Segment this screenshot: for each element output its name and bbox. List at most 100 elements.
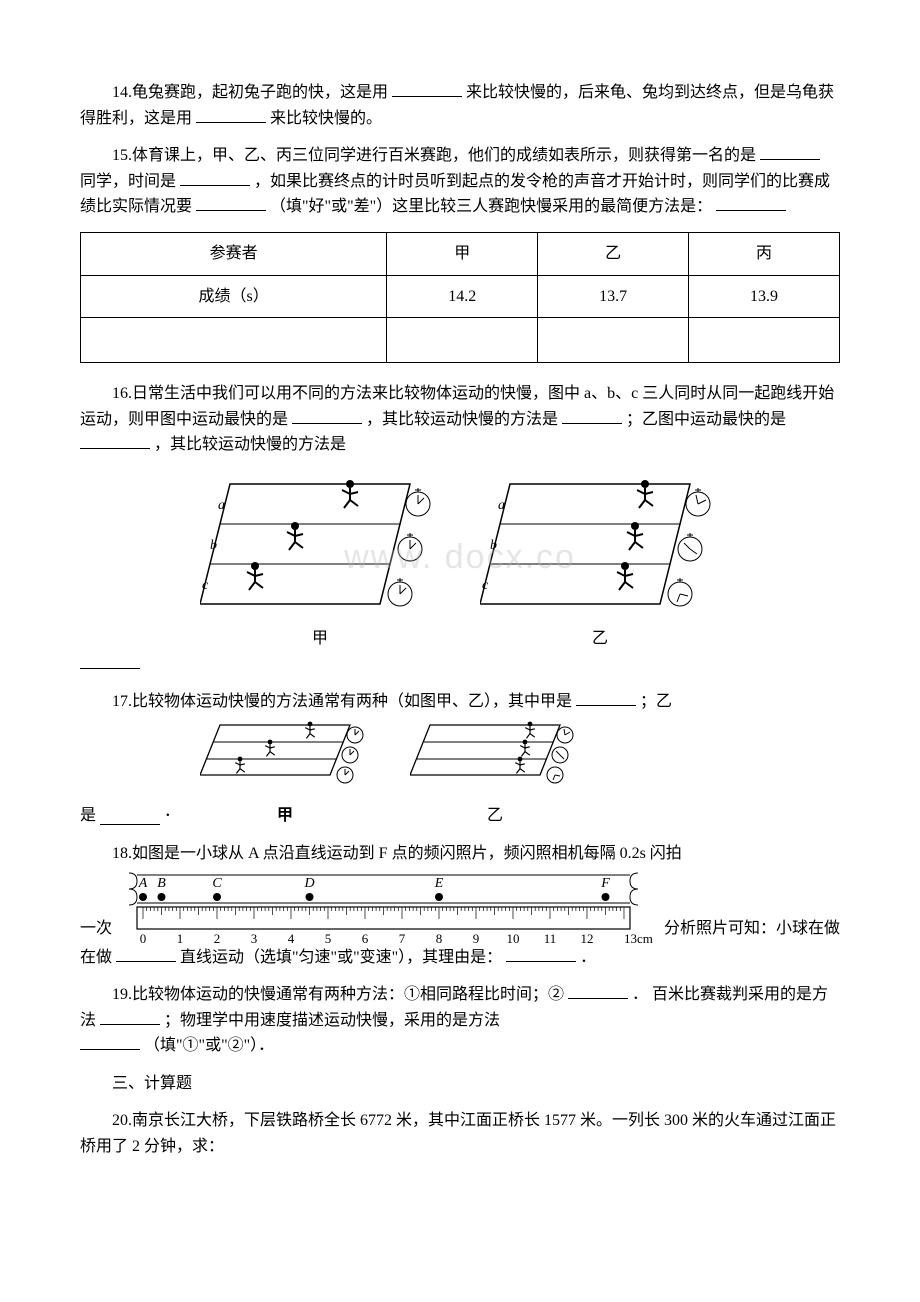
ruler-icon: ABCDEF012345678910111213cm — [118, 867, 658, 945]
table-row: 参赛者 甲 乙 丙 — [81, 232, 840, 275]
svg-text:0: 0 — [140, 930, 147, 944]
q15-table: 参赛者 甲 乙 丙 成绩（s） 14.2 13.7 13.9 — [80, 232, 840, 363]
svg-text:7: 7 — [399, 930, 406, 944]
q16-blank-4 — [80, 652, 140, 669]
q17-blank-1 — [576, 689, 636, 706]
q15-blank-3 — [196, 194, 266, 211]
q14-text-c: 来比较快慢的。 — [270, 110, 382, 127]
q17-blank-2 — [100, 808, 160, 825]
empty-cell — [387, 318, 538, 363]
q16-tail — [80, 652, 840, 678]
svg-text:C: C — [212, 876, 222, 891]
svg-text:1: 1 — [177, 930, 184, 944]
svg-text:12: 12 — [581, 930, 594, 944]
q17-text-b: ；乙 — [640, 693, 672, 710]
q19-text-a: 19.比较物体运动的快慢通常有两种方法：①相同路程比时间；② — [112, 986, 564, 1003]
q15-blank-1 — [760, 143, 820, 160]
svg-text:c: c — [482, 578, 489, 593]
q18-line2: 一次 ABCDEF012345678910111213cm 分析照片可知：小球在… — [80, 867, 840, 945]
svg-text:9: 9 — [473, 930, 479, 944]
q18-line3: 在做 直线运动（选填"匀速"或"变速"），其理由是： ． — [80, 945, 840, 971]
svg-text:D: D — [303, 876, 314, 891]
q16-text-c: ；乙图中运动最快的是 — [626, 411, 786, 428]
q16-blank-1 — [292, 407, 362, 424]
svg-text:c: c — [202, 578, 209, 593]
q15-text-b: 同学，时间是 — [80, 173, 180, 190]
q17-text-d: ． — [164, 799, 180, 825]
q18-text-d: 直线运动（选填"匀速"或"变速"），其理由是： — [180, 949, 502, 966]
q20-text-a: 20.南京长江大桥，下层铁路桥全长 6772 米，其中江面正桥长 1577 米。… — [80, 1112, 836, 1155]
q18-text-e: ． — [580, 949, 596, 966]
q17-line1: 17.比较物体运动快慢的方法通常有两种（如图甲、乙），其中甲是 ；乙 — [80, 689, 840, 715]
svg-text:11: 11 — [544, 930, 557, 944]
q16-fig-jia: a b c 甲 — [200, 462, 440, 652]
q17-text-a: 17.比较物体运动快慢的方法通常有两种（如图甲、乙），其中甲是 — [112, 693, 572, 710]
q16-fig-yi: a b c 乙 — [480, 462, 720, 652]
q18-blank-2 — [506, 945, 576, 962]
row-label: 成绩（s） — [81, 275, 387, 318]
table-row — [81, 318, 840, 363]
svg-text:4: 4 — [288, 930, 295, 944]
svg-text:a: a — [498, 498, 505, 513]
svg-text:F: F — [600, 876, 610, 891]
q19: 19.比较物体运动的快慢通常有两种方法：①相同路程比时间；② ． 百米比赛裁判采… — [80, 982, 840, 1059]
q18-line1: 18.如图是一小球从 A 点沿直线运动到 F 点的频闪照片，频闪照相机每隔 0.… — [80, 841, 840, 867]
q19-blank-1 — [568, 982, 628, 999]
q15-text-d: （填"好"或"差"）这里比较三人赛跑快慢采用的最简便方法是： — [270, 198, 712, 215]
q16: 16.日常生活中我们可以用不同的方法来比较物体运动的快慢，图中 a、b、c 三人… — [80, 381, 840, 458]
q17-label-jia: 甲 — [200, 803, 370, 829]
q14-text-a: 14.龟兔赛跑，起初兔子跑的快，这是用 — [112, 84, 388, 101]
q17-text-c: 是 — [80, 803, 96, 829]
q18-text-b: 一次 — [80, 916, 112, 942]
q17-line2: 是 ． 甲 — [80, 715, 840, 829]
track-small-yi-icon — [410, 715, 580, 795]
empty-cell — [538, 318, 689, 363]
q16-label-yi: 乙 — [592, 626, 608, 652]
q16-figure-wrap: a b c 甲 a — [80, 462, 840, 652]
q16-text-d: ，其比较运动快慢的方法是 — [154, 436, 346, 453]
q17-label-yi: 乙 — [410, 803, 580, 829]
q17-fig-jia: 甲 — [200, 715, 370, 829]
q17-fig-yi: 乙 — [410, 715, 580, 829]
page: 14.龟兔赛跑，起初兔子跑的快，这是用 来比较快慢的，后来龟、兔均到达终点，但是… — [0, 0, 920, 1212]
cell-1: 13.7 — [538, 275, 689, 318]
svg-text:A: A — [138, 876, 148, 891]
svg-text:6: 6 — [362, 930, 369, 944]
table-row: 成绩（s） 14.2 13.7 13.9 — [81, 275, 840, 318]
q20: 20.南京长江大桥，下层铁路桥全长 6772 米，其中江面正桥长 1577 米。… — [80, 1108, 840, 1159]
svg-text:13cm: 13cm — [624, 930, 653, 944]
th-3: 丙 — [689, 232, 840, 275]
svg-text:2: 2 — [214, 930, 221, 944]
svg-text:b: b — [210, 538, 217, 553]
track-small-jia-icon — [200, 715, 370, 795]
q19-blank-3 — [80, 1033, 140, 1050]
th-1: 甲 — [387, 232, 538, 275]
svg-text:a: a — [218, 498, 225, 513]
q16-text-b: ，其比较运动快慢的方法是 — [366, 411, 562, 428]
q19-blank-2 — [100, 1008, 160, 1025]
svg-text:B: B — [157, 876, 166, 891]
section-3-title: 三、计算题 — [80, 1071, 840, 1097]
track-yi-icon: a b c — [480, 464, 720, 624]
q16-blank-3 — [80, 432, 150, 449]
q15: 15.体育课上，甲、乙、丙三位同学进行百米赛跑，他们的成绩如表所示，则获得第一名… — [80, 143, 840, 220]
q15-text-a: 15.体育课上，甲、乙、丙三位同学进行百米赛跑，他们的成绩如表所示，则获得第一名… — [112, 147, 760, 164]
q16-blank-2 — [562, 407, 622, 424]
q16-label-jia: 甲 — [312, 626, 328, 652]
cell-2: 13.9 — [689, 275, 840, 318]
q19-text-d: （填"①"或"②"）． — [144, 1037, 274, 1054]
q18-cont: 在做 — [80, 949, 112, 966]
empty-cell — [689, 318, 840, 363]
track-jia-icon: a b c — [200, 464, 440, 624]
q16-figure-row: a b c 甲 a — [80, 462, 840, 652]
svg-text:10: 10 — [507, 930, 520, 944]
empty-cell — [81, 318, 387, 363]
q15-blank-4 — [716, 194, 786, 211]
q15-blank-2 — [180, 169, 250, 186]
svg-text:5: 5 — [325, 930, 332, 944]
cell-0: 14.2 — [387, 275, 538, 318]
th-2: 乙 — [538, 232, 689, 275]
svg-text:8: 8 — [436, 930, 443, 944]
q14-blank-2 — [196, 106, 266, 123]
q14-blank-1 — [392, 80, 462, 97]
